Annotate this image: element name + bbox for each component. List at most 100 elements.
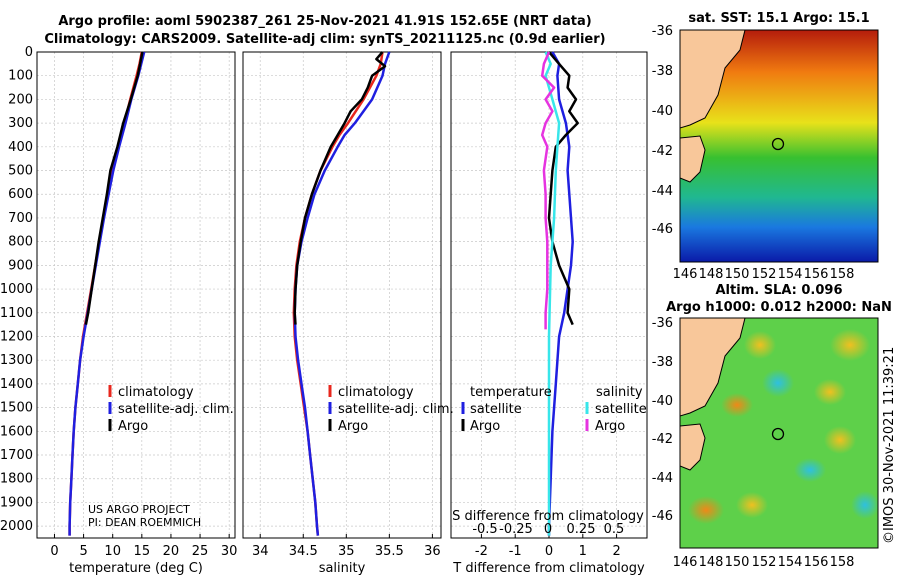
- y-tick-label: 1100: [0, 306, 33, 321]
- sla-tasmania: [680, 423, 706, 471]
- sla-y-tick-label: -38: [652, 355, 673, 370]
- panel-2: 34 34.5 35 35.5 36 salinity climatology satelli…: [242, 51, 454, 576]
- sla-x-tick-label: 154: [778, 555, 803, 570]
- top-tick-label: 0: [544, 522, 552, 537]
- x-axis-label: temperature (deg C): [69, 561, 203, 576]
- legend-label: satellite-adj. clim.: [338, 402, 454, 417]
- x-tick-label: 15: [134, 544, 151, 559]
- x-tick-label: -1: [509, 544, 522, 559]
- sla-x-tick-label: 152: [752, 555, 777, 570]
- x-axis-label: salinity: [319, 561, 366, 576]
- series-temperature-satellite: [547, 51, 574, 536]
- x-tick-label: 2: [612, 544, 620, 559]
- x-tick-label: 35: [338, 544, 355, 559]
- sst-y-tick-label: -46: [652, 222, 673, 237]
- sst-x-tick-label: 146: [673, 267, 698, 282]
- sst-tasmania: [680, 135, 706, 183]
- x-tick-label: 25: [192, 544, 209, 559]
- sla-y-tick-label: -42: [652, 432, 673, 447]
- x-tick-label: 20: [163, 544, 180, 559]
- x-tick-label: 35.5: [375, 544, 404, 559]
- top-tick-label: 0.25: [567, 522, 596, 537]
- y-tick-label: 200: [8, 92, 33, 107]
- sst-x-tick-label: 148: [699, 267, 724, 282]
- legend-label: Argo: [595, 419, 625, 434]
- legend-label: Argo: [470, 419, 500, 434]
- x-tick-label: 5: [79, 544, 87, 559]
- sst-y-tick-label: -42: [652, 144, 673, 159]
- legend-label: satellite-adj. clim.: [118, 402, 234, 417]
- x-tick-label: 10: [104, 544, 121, 559]
- y-tick-label: 700: [8, 211, 33, 226]
- sst-x-tick-label: 158: [830, 267, 855, 282]
- x-tick-label: 0: [50, 544, 58, 559]
- title-line-1: Argo profile: aoml 5902387_261 25-Nov-20…: [58, 14, 592, 29]
- sla-y-tick-label: -46: [652, 509, 673, 524]
- sst-title: sat. SST: 15.1 Argo: 15.1: [688, 11, 869, 26]
- sla-y-tick-label: -44: [652, 471, 673, 486]
- sla-argo-marker: [771, 427, 785, 441]
- sst-y-tick-label: -38: [652, 64, 673, 79]
- imos-credit: ©IMOS 30-Nov-2021 11:39:21: [882, 347, 897, 544]
- y-tick-label: 1500: [0, 401, 33, 416]
- x-tick-label: 34: [252, 544, 269, 559]
- x-tick-label: 0: [545, 544, 553, 559]
- series-climatology: [292, 51, 384, 536]
- series-temperature-argo: [547, 51, 579, 326]
- sst-y-tick-label: -44: [652, 184, 673, 199]
- legend-title-salinity: salinity: [596, 385, 643, 400]
- sst-map: [680, 30, 878, 262]
- title-line-2: Climatology: CARS2009. Satellite-adj cli…: [44, 32, 606, 47]
- y-tick-label: 900: [8, 258, 33, 273]
- series-satellite-adj-clim-: [293, 51, 391, 536]
- y-tick-label: 0: [25, 45, 33, 60]
- panel-1: 0 5 10 15 20 25 30 temperature (deg C) 0 100 200 30…: [0, 45, 237, 576]
- sla-x-tick-label: 148: [699, 555, 724, 570]
- sst-x-tick-label: 154: [778, 267, 803, 282]
- sst-mainland: [680, 30, 746, 129]
- y-tick-label: 800: [8, 235, 33, 250]
- legend-label: Argo: [338, 419, 368, 434]
- axes-frame: [242, 51, 442, 539]
- x-tick-label: 30: [221, 544, 238, 559]
- y-tick-label: 1600: [0, 424, 33, 439]
- y-tick-label: 1800: [0, 472, 33, 487]
- series-argo: [293, 51, 387, 325]
- sla-x-tick-label: 146: [673, 555, 698, 570]
- sla-x-tick-label: 150: [725, 555, 750, 570]
- series-climatology: [68, 51, 144, 536]
- top-axis-label: S difference from climatology: [452, 509, 644, 524]
- sla-x-tick-label: 156: [804, 555, 829, 570]
- sst-x-tick-label: 156: [804, 267, 829, 282]
- sst-y-tick-label: -40: [652, 104, 673, 119]
- sst-y-tick-label: -36: [652, 24, 673, 39]
- sst-argo-marker: [771, 137, 785, 151]
- x-tick-label: 36: [424, 544, 441, 559]
- series-satellite-adj-clim-: [68, 51, 146, 536]
- axes-frame: [36, 51, 236, 539]
- sla-mainland: [680, 318, 746, 417]
- legend-label: climatology: [338, 385, 414, 400]
- sla-map: [680, 318, 878, 548]
- credit-project: US ARGO PROJECT: [88, 503, 190, 516]
- legend-label: Argo: [118, 419, 148, 434]
- legend-label: satellite: [595, 402, 647, 417]
- y-tick-label: 1200: [0, 329, 33, 344]
- sla-title-1: Altim. SLA: 0.096: [716, 283, 843, 298]
- series-salinity-argo: [540, 51, 556, 330]
- series-argo: [84, 51, 144, 325]
- x-tick-label: -2: [475, 544, 488, 559]
- sla-title-2: Argo h1000: 0.012 h2000: NaN: [666, 300, 892, 315]
- y-tick-label: 1000: [0, 282, 33, 297]
- top-tick-label: -0.25: [499, 522, 533, 537]
- y-tick-label: 100: [8, 69, 33, 84]
- sst-x-tick-label: 152: [752, 267, 777, 282]
- y-tick-label: 1700: [0, 448, 33, 463]
- x-tick-label: 1: [579, 544, 587, 559]
- sst-x-tick-label: 150: [725, 267, 750, 282]
- panel-3: -2 -1 0 1 2 T difference from climatology S di…: [450, 51, 648, 576]
- legend-label: climatology: [118, 385, 194, 400]
- y-tick-label: 1400: [0, 377, 33, 392]
- y-tick-label: 300: [8, 116, 33, 131]
- series-salinity-satellite: [544, 51, 561, 536]
